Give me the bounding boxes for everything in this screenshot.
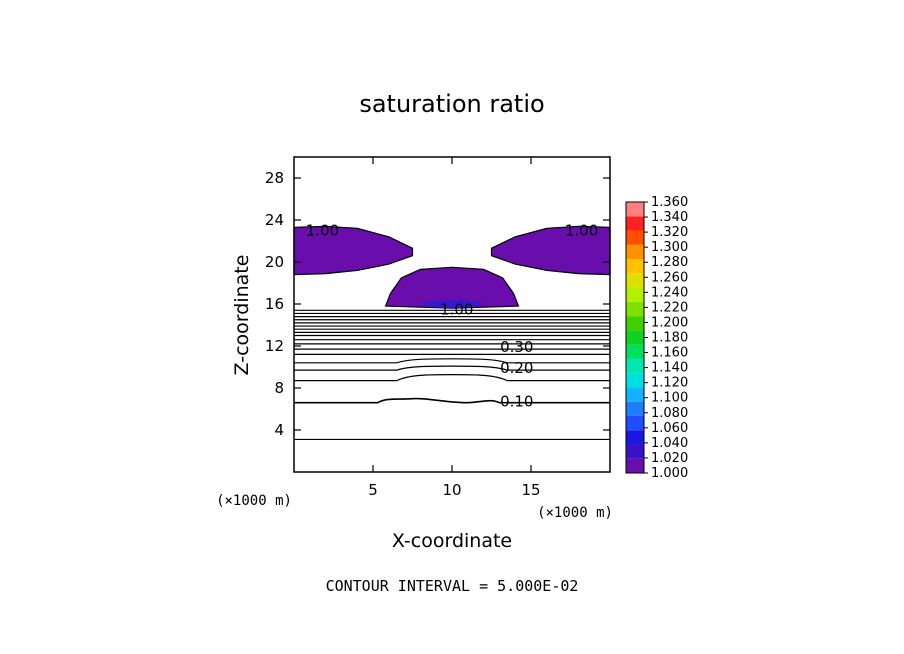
colorbar-swatch [626, 287, 644, 302]
plot-area [294, 157, 610, 472]
colorbar-swatch [626, 458, 644, 473]
x-axis-label: X-coordinate [392, 530, 512, 552]
colorbar-swatch [626, 230, 644, 245]
colorbar-label: 1.120 [651, 376, 688, 391]
saturated-region-central [384, 266, 520, 309]
y-tick-label: 28 [265, 169, 284, 187]
colorbar-label: 1.340 [651, 210, 688, 225]
colorbar-swatch [626, 301, 644, 317]
colorbar-label: 1.180 [651, 331, 688, 346]
colorbar-label: 1.320 [651, 225, 688, 240]
x-unit-label: (×1000 m) [537, 505, 613, 521]
contour-label: 1.00 [565, 222, 598, 240]
colorbar-swatch [626, 330, 644, 345]
colorbar-swatch [626, 216, 644, 231]
contour-labels: 1.00 1.00 1.00 0.30 0.20 0.10 [306, 222, 599, 411]
colorbar-label: 1.360 [651, 195, 688, 210]
colorbar-label: 1.000 [651, 466, 688, 481]
contour-label: 1.00 [306, 222, 339, 240]
contour-label: 0.30 [500, 338, 533, 356]
colorbar-swatch [626, 401, 644, 416]
contour-interval-note: CONTOUR INTERVAL = 5.000E-02 [326, 577, 579, 595]
chart-title: saturation ratio [359, 90, 544, 118]
colorbar-swatch [626, 444, 644, 459]
colorbar-label: 1.200 [651, 315, 688, 330]
colorbar-label: 1.140 [651, 361, 688, 376]
colorbar-label: 1.080 [651, 406, 688, 421]
colorbar-swatch [626, 344, 644, 359]
central-region-base-tint [422, 300, 482, 308]
contour-label: 0.10 [500, 393, 533, 411]
axis-ticks: 5 10 15 4 8 12 16 20 24 28 [265, 157, 610, 499]
y-tick-label: 4 [274, 421, 284, 439]
y-tick-label: 20 [265, 253, 284, 271]
colorbar-label: 1.160 [651, 346, 688, 361]
colorbar-swatch [626, 415, 644, 431]
colorbar-label: 1.100 [651, 391, 688, 406]
saturated-region-upper-left [293, 225, 414, 276]
contour-line [294, 365, 610, 371]
x-tick-label: 15 [521, 481, 540, 499]
y-unit-label: (×1000 m) [216, 493, 292, 509]
colorbar-label: 1.040 [651, 436, 688, 451]
contour-label: 1.00 [440, 300, 473, 318]
x-tick-label: 5 [368, 481, 378, 499]
contour-lines [294, 309, 610, 441]
colorbar-label: 1.300 [651, 240, 688, 255]
y-tick-label: 8 [274, 379, 284, 397]
colorbar-swatch [626, 316, 644, 331]
y-tick-label: 16 [265, 295, 284, 313]
colorbar-swatch [626, 358, 644, 374]
saturated-regions [293, 225, 611, 309]
colorbar-swatch [626, 387, 644, 402]
colorbar-swatch [626, 273, 644, 288]
colorbar-label: 1.240 [651, 285, 688, 300]
saturated-region-upper-right [490, 225, 611, 276]
colorbar-swatch [626, 373, 644, 388]
y-tick-label: 24 [265, 211, 284, 229]
colorbar: 1.3601.3401.3201.3001.2801.2601.2401.220… [625, 195, 688, 481]
x-tick-label: 10 [442, 481, 461, 499]
y-axis-label: Z-coordinate [231, 255, 253, 376]
colorbar-swatch [626, 259, 644, 274]
colorbar-swatch [626, 202, 644, 217]
y-tick-label: 12 [265, 337, 284, 355]
colorbar-label: 1.280 [651, 255, 688, 270]
contour-line [294, 397, 610, 404]
colorbar-label: 1.020 [651, 451, 688, 466]
colorbar-swatch [626, 430, 644, 445]
colorbar-label: 1.260 [651, 270, 688, 285]
contour-line [294, 358, 610, 364]
contour-label: 0.20 [500, 359, 533, 377]
contour-line [294, 374, 610, 382]
colorbar-label: 1.220 [651, 300, 688, 315]
colorbar-label: 1.060 [651, 421, 688, 436]
colorbar-swatch [626, 244, 644, 260]
